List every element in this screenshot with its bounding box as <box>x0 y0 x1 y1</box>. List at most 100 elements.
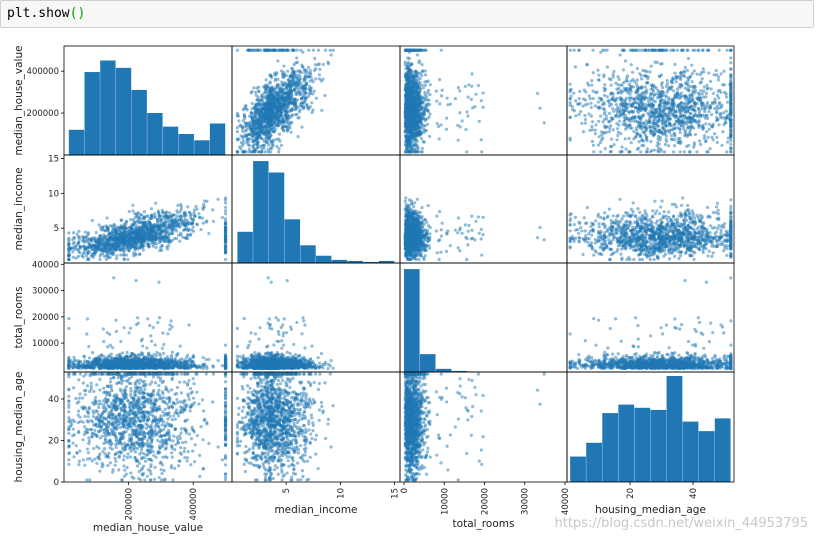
scatter-point <box>656 148 660 153</box>
scatter-point <box>607 77 611 81</box>
scatter-point <box>713 97 717 101</box>
scatter-point <box>247 143 252 148</box>
scatter-point <box>413 74 417 78</box>
code-method: plt.show <box>7 6 70 21</box>
scatter-point <box>656 106 661 110</box>
scatter-point <box>407 92 412 96</box>
scatter-point <box>646 99 651 104</box>
scatter-point <box>417 112 421 117</box>
scatter-point <box>320 108 324 112</box>
scatter-point <box>296 135 300 139</box>
scatter-point <box>697 139 702 143</box>
scatter-point <box>657 74 662 78</box>
scatter-point <box>705 103 709 107</box>
scatter-point <box>278 119 283 123</box>
scatter-point <box>631 109 636 113</box>
scatter-point <box>677 104 681 108</box>
scatter-point <box>692 101 697 105</box>
scatter-point <box>306 106 310 110</box>
scatter-point <box>298 70 302 74</box>
scatter-point <box>237 145 242 149</box>
scatter-point <box>245 138 250 142</box>
scatter-point <box>697 123 702 128</box>
scatter-point <box>581 130 586 134</box>
scatter-point <box>640 85 644 89</box>
scatter-point <box>404 144 409 148</box>
scatter-point <box>621 89 625 93</box>
scatter-point <box>411 70 415 75</box>
scatter-point <box>692 141 696 145</box>
scatter-point <box>71 250 75 254</box>
scatter-point <box>715 116 719 120</box>
scatter-point <box>631 70 635 74</box>
scatter-point <box>246 48 250 52</box>
scatter-point <box>294 82 299 86</box>
scatter-point <box>286 122 291 126</box>
scatter-point <box>707 122 712 126</box>
scatter-point <box>250 115 255 119</box>
scatter-point <box>700 92 704 96</box>
scatter-point <box>644 103 648 107</box>
scatter-point <box>479 138 483 142</box>
scatter-point <box>86 231 91 235</box>
scatter-point <box>193 214 197 218</box>
scatter-point <box>241 108 245 112</box>
scatter-point <box>235 150 240 154</box>
scatter-point <box>313 63 318 67</box>
scatter-point <box>630 126 634 130</box>
scatter-point <box>639 150 643 154</box>
scatter-point <box>412 127 416 131</box>
scatter-point <box>428 112 432 116</box>
scatter-point <box>279 114 284 118</box>
scatter-point <box>408 119 412 123</box>
scatter-point <box>276 59 280 63</box>
scatter-point <box>729 88 733 92</box>
scatter-point <box>665 48 669 52</box>
scatter-point <box>244 107 248 111</box>
scatter-point <box>709 105 713 109</box>
scatter-point <box>638 98 642 103</box>
scatter-point <box>715 135 719 139</box>
scatter-point <box>253 128 257 132</box>
scatter-point <box>260 147 264 151</box>
scatter-point <box>307 94 311 98</box>
scatter-point <box>251 48 255 52</box>
scatter-point <box>249 133 253 137</box>
scatter-point <box>265 91 269 95</box>
scatter-point <box>722 69 726 73</box>
scatter-point <box>473 105 477 109</box>
scatter-point <box>572 48 576 52</box>
scatter-point <box>702 114 706 118</box>
scatter-point <box>676 140 680 144</box>
scatter-point <box>620 113 624 117</box>
scatter-point <box>467 83 471 87</box>
scatter-point <box>729 98 733 102</box>
scatter-point <box>408 110 412 114</box>
scatter-point <box>90 218 94 223</box>
scatter-point <box>253 90 258 94</box>
scatter-point <box>282 64 286 68</box>
scatter-point <box>403 88 407 92</box>
scatter-point <box>688 150 692 154</box>
scatter-point <box>654 108 658 112</box>
scatter-point <box>647 48 651 52</box>
scatter-point <box>270 88 275 92</box>
scatter-point <box>640 143 644 148</box>
scatter-point <box>177 233 181 237</box>
code-cell[interactable]: plt.show() <box>0 0 814 28</box>
scatter-point <box>253 114 257 118</box>
scatter-point <box>460 119 464 123</box>
cell-median_house_value-housing_median_age <box>566 45 735 156</box>
scatter-point <box>663 102 667 107</box>
scatter-point <box>594 123 598 127</box>
scatter-point <box>679 119 684 123</box>
scatter-point <box>614 99 618 103</box>
scatter-point <box>603 83 607 87</box>
scatter-point <box>597 78 601 82</box>
scatter-point <box>623 137 627 141</box>
scatter-point <box>421 69 425 73</box>
scatter-point <box>724 92 728 96</box>
scatter-point <box>623 99 627 103</box>
scatter-point <box>700 107 704 111</box>
scatter-point <box>666 144 671 148</box>
